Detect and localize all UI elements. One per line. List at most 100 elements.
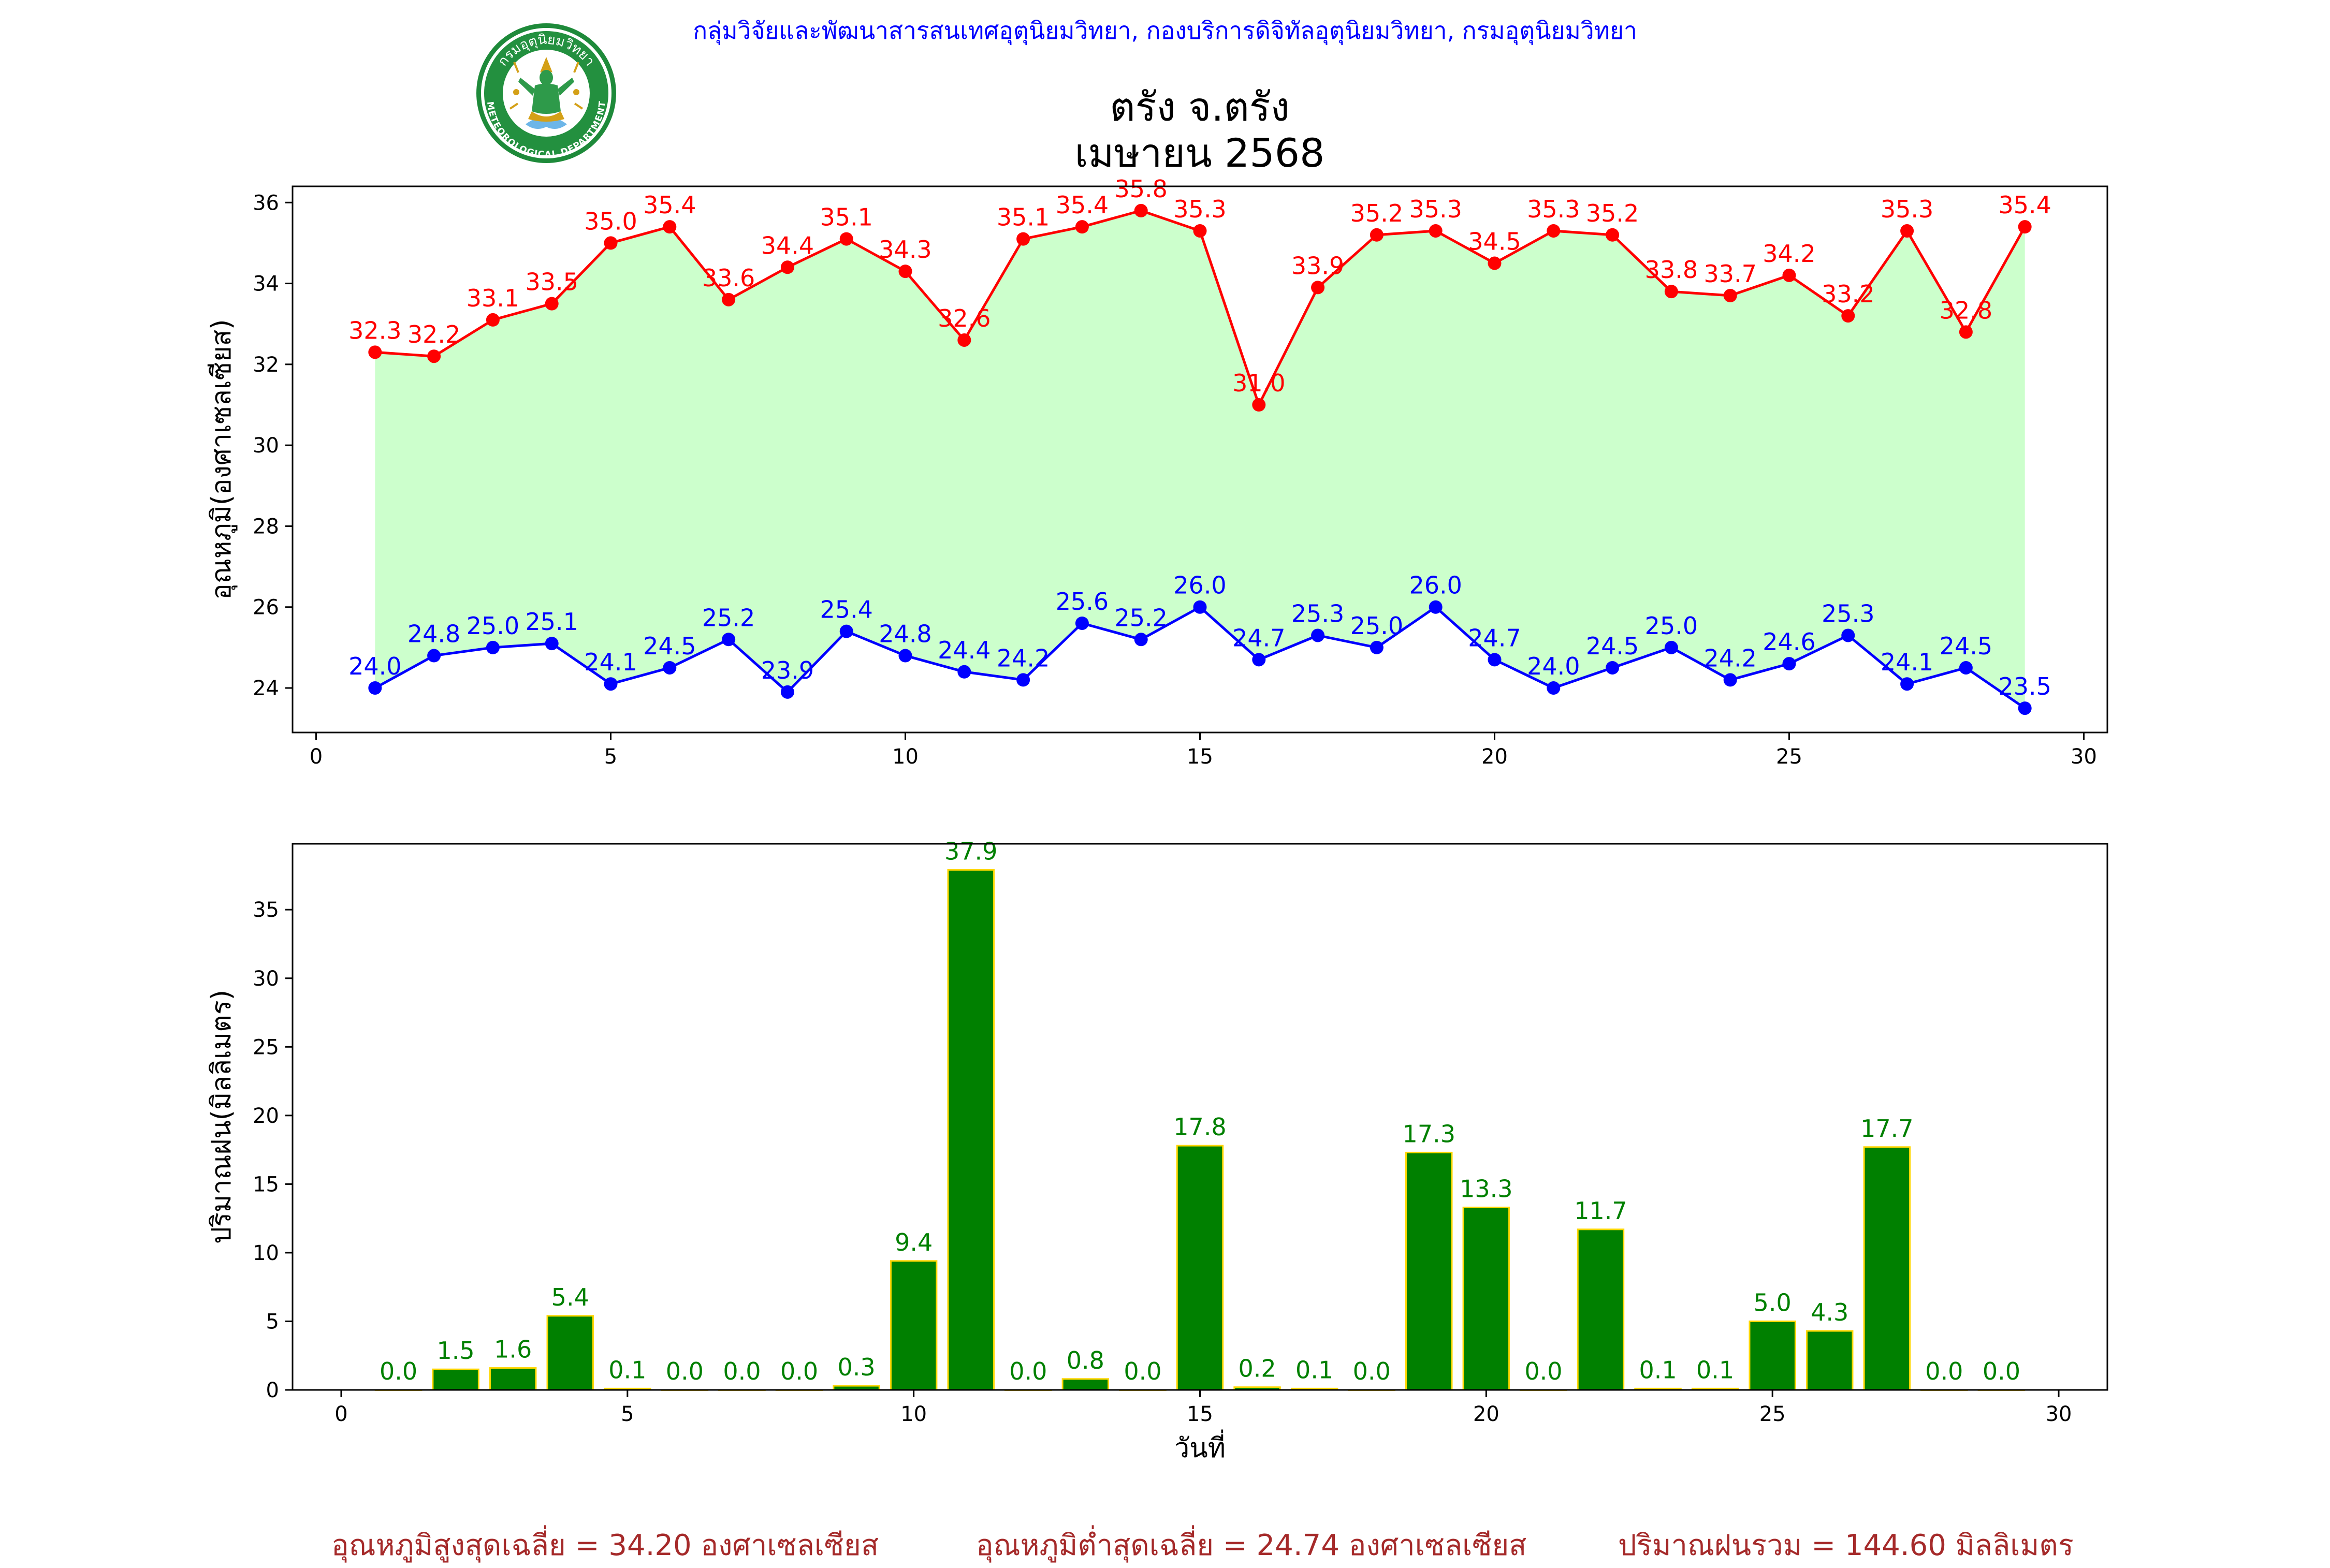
min-temperature-label: 24.1 (584, 648, 637, 676)
min-temperature-point (1252, 653, 1266, 667)
min-temperature-label: 24.5 (643, 632, 696, 660)
max-temperature-label: 32.2 (407, 320, 460, 348)
max-temperature-point (486, 313, 500, 327)
min-temperature-point (1664, 640, 1678, 654)
max-temperature-label: 34.2 (1763, 240, 1815, 268)
rainfall-x-tick-label: 0 (334, 1402, 347, 1426)
min-temperature-label: 25.2 (1114, 604, 1167, 632)
min-temperature-label: 23.9 (761, 656, 814, 684)
footer-avg-max: อุณหภูมิสูงสุดเฉลี่ย = 34.20 องศาเซลเซีย… (331, 1529, 879, 1562)
temperature-panel: 32.3 32.233.133.535.035.433.634.435.134.3… (206, 175, 2108, 769)
min-temperature-point (604, 677, 618, 691)
min-temperature-point (1841, 628, 1855, 642)
rainfall-y-tick-label: 35 (253, 898, 279, 922)
rain-bar-label: 9.4 (895, 1228, 933, 1256)
temperature-y-tick-label: 32 (253, 353, 279, 377)
rain-bar-label: 0.0 (1925, 1357, 1963, 1385)
min-temperature-point (1370, 640, 1384, 654)
temperature-x-tick-label: 30 (2071, 745, 2097, 769)
max-temperature-label: 31.0 (1232, 369, 1285, 397)
logo-deity-emblem-icon (509, 57, 584, 129)
max-temperature-label: 35.2 (1350, 199, 1403, 227)
max-temperature-point (957, 333, 971, 347)
min-temperature-point (1959, 661, 1973, 675)
rain-bar (1863, 1146, 1911, 1391)
min-temperature-point (1016, 673, 1030, 687)
rain-bar-label: 13.3 (1460, 1175, 1512, 1203)
min-temperature-point (839, 624, 853, 638)
min-temperature-point (898, 649, 912, 663)
min-temperature-point (545, 637, 559, 651)
min-temperature-point (1488, 653, 1502, 667)
rain-bar (1061, 1378, 1110, 1391)
rain-bar-label: 17.8 (1173, 1113, 1226, 1141)
max-temperature-point (1723, 289, 1737, 302)
min-temperature-label: 24.5 (1940, 632, 1992, 660)
max-temperature-point (427, 349, 441, 363)
rain-bar-label: 1.6 (494, 1336, 532, 1364)
rain-bar-label: 0.0 (780, 1357, 818, 1385)
min-temperature-label: 25.3 (1291, 599, 1344, 627)
rain-bar (489, 1367, 537, 1391)
rain-bar-label: 0.8 (1067, 1346, 1104, 1374)
max-temperature-point (368, 345, 382, 359)
min-temperature-point (1311, 628, 1325, 642)
min-temperature-label: 25.0 (467, 612, 519, 640)
min-temperature-label: 26.0 (1173, 571, 1226, 599)
min-temperature-label: 25.2 (702, 604, 755, 632)
min-temperature-label: 25.6 (1056, 588, 1109, 616)
min-temperature-label: 24.0 (348, 652, 401, 680)
rain-bar (1405, 1151, 1453, 1391)
min-temperature-label: 25.3 (1822, 599, 1874, 627)
rain-bar-label: 4.3 (1811, 1298, 1848, 1326)
rain-bar-label: 0.1 (1639, 1356, 1677, 1384)
max-temperature-point (1252, 398, 1266, 412)
temperature-x-tick-label: 15 (1187, 745, 1213, 769)
rain-bar-label: 5.4 (551, 1283, 589, 1311)
chart-title: ตรัง จ.ตรัง (1110, 84, 1289, 130)
rainfall-y-tick-label: 20 (253, 1104, 279, 1128)
min-temperature-label: 25.0 (1350, 612, 1403, 640)
max-temperature-label: 34.3 (879, 236, 931, 263)
rain-bar-label: 37.9 (944, 837, 997, 865)
rain-bar (1577, 1228, 1625, 1391)
footer-avg-min: อุณหภูมิต่ำสุดเฉลี่ย = 24.74 องศาเซลเซีย… (976, 1529, 1527, 1562)
rain-bar-label: 11.7 (1574, 1197, 1627, 1225)
max-temperature-point (1547, 224, 1561, 238)
max-temperature-label: 35.8 (1114, 175, 1167, 203)
max-temperature-point (1782, 268, 1796, 282)
rainfall-y-tick-label: 15 (253, 1173, 279, 1196)
max-temperature-label: 33.1 (467, 284, 519, 312)
max-temperature-point (1900, 224, 1914, 238)
max-temperature-point (1429, 224, 1443, 238)
max-temperature-label: 34.4 (761, 231, 814, 259)
min-temperature-label: 24.5 (1586, 632, 1639, 660)
max-temperature-point (1488, 256, 1502, 270)
min-temperature-point (1134, 633, 1148, 647)
max-temperature-label: 35.3 (1409, 195, 1462, 223)
max-temperature-label: 35.0 (584, 207, 637, 235)
min-temperature-point (1547, 681, 1561, 695)
min-temperature-label: 24.4 (938, 636, 991, 664)
max-temperature-point (1134, 203, 1148, 217)
meteorological-department-logo: กรมอุตุนิยมวิทยา METEOROLOGICAL DEPARTME… (476, 23, 616, 163)
max-temperature-label: 34.5 (1468, 227, 1521, 255)
max-temperature-label: 32.8 (1940, 296, 1992, 324)
max-temperature-label: 35.3 (1527, 195, 1580, 223)
rainfall-panel: 0.0 1.5 1.6 5.4 0.1 0.0 0.0 0.0 0.3 9.4 37.9 0.0 0.8… (206, 837, 2108, 1464)
max-temperature-point (1193, 224, 1207, 238)
max-temperature-point (2018, 220, 2032, 234)
max-temperature-label: 32.3 (348, 316, 401, 344)
max-temperature-point (1075, 220, 1089, 234)
agency-title: กลุ่มวิจัยและพัฒนาสารสนเทศอุตุนิยมวิทยา,… (693, 17, 1637, 46)
rainfall-y-tick-label: 10 (253, 1241, 279, 1265)
rain-bar-label: 0.2 (1238, 1355, 1276, 1383)
min-temperature-point (1193, 600, 1207, 614)
min-temperature-point (722, 633, 736, 647)
min-temperature-point (486, 640, 500, 654)
max-temperature-point (722, 292, 736, 306)
min-temperature-point (1723, 673, 1737, 687)
rainfall-y-tick-label: 30 (253, 967, 279, 991)
